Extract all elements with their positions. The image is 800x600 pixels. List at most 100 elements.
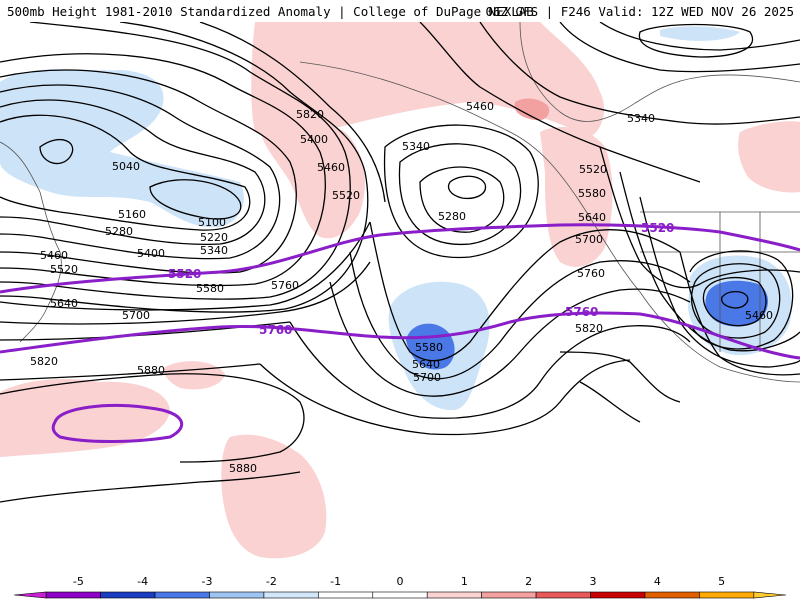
contour-coast-3 xyxy=(639,196,800,368)
contour-5340 xyxy=(0,53,326,287)
colorbar-tick-label: -2 xyxy=(266,575,277,588)
contour-label: 5760 xyxy=(271,279,299,292)
contour-label: 5520 xyxy=(50,263,78,276)
contour-label: 5880 xyxy=(229,462,257,475)
contour-polar-low xyxy=(638,23,753,58)
contour-label: 5040 xyxy=(112,160,140,173)
contour-5880 xyxy=(0,373,305,463)
highlight-contour-5760 xyxy=(0,311,800,360)
contour-label: 5820 xyxy=(575,322,603,335)
contour-label: 5700 xyxy=(413,371,441,384)
contour-5880-east xyxy=(579,381,641,423)
colorbar-tick-label: 3 xyxy=(590,575,597,588)
highlight-contour-label: 5760 xyxy=(259,323,292,337)
colorbar-segment xyxy=(590,591,646,599)
contour-label: 5340 xyxy=(627,112,655,125)
anomaly-core-sw-us xyxy=(705,280,768,327)
contour-label: 5640 xyxy=(578,211,606,224)
contour-trough-2 xyxy=(349,251,691,380)
colorbar-segment xyxy=(154,591,210,599)
colorbar-segment xyxy=(535,591,591,599)
anomaly-region-nw-pacific xyxy=(0,69,244,228)
negative-anomaly-shading xyxy=(0,26,792,411)
contour-low-central-inner xyxy=(447,175,487,200)
contour-ridge-north-2 xyxy=(479,22,800,125)
contour-5160 xyxy=(0,99,266,245)
anomaly-region-south-pacific xyxy=(221,434,327,559)
colorbar-segment xyxy=(209,591,265,599)
colorbar-segment xyxy=(263,591,319,599)
contour-sw-low-3 xyxy=(689,250,794,350)
contour-label-layer: 5040 5100 5160 5220 5280 5340 5400 5460 … xyxy=(30,100,773,475)
contour-label: 5160 xyxy=(118,208,146,221)
colorbar-tick-label: 0 xyxy=(397,575,404,588)
colorbar-tick-label: 1 xyxy=(461,575,468,588)
contour-trough-3 xyxy=(329,281,691,397)
contour-label: 5760 xyxy=(577,267,605,280)
anomaly-core-alaska xyxy=(514,98,550,121)
contour-trough-1 xyxy=(369,221,681,362)
contour-ridge-north-4 xyxy=(599,22,800,51)
contour-label: 5280 xyxy=(105,225,133,238)
contour-ridge-north xyxy=(419,22,701,183)
model-run-info: 06Z GFS | F246 Valid: 12Z WED NOV 26 202… xyxy=(485,4,794,19)
colorbar-segment xyxy=(318,591,374,599)
contour-5820 xyxy=(0,363,261,381)
contour-sw-low xyxy=(702,276,767,327)
contour-5460 xyxy=(0,22,369,313)
colorbar-ticks: -5 -4 -3 -2 -1 0 1 2 3 4 5 xyxy=(73,575,725,588)
colorbar-segment xyxy=(426,591,482,599)
contour-coast-4 xyxy=(679,251,800,376)
contour-5820-east xyxy=(559,351,681,403)
contour-label: 5640 xyxy=(412,358,440,371)
contour-label: 5220 xyxy=(200,231,228,244)
contour-label: 5520 xyxy=(332,189,360,202)
contour-low-central-3 xyxy=(383,124,539,259)
contour-5580 xyxy=(0,221,371,311)
map-title: 500mb Height 1981-2010 Standardized Anom… xyxy=(7,4,534,19)
contour-label: 5280 xyxy=(438,210,466,223)
colorbar-segment xyxy=(45,591,101,599)
colorbar-segment xyxy=(644,591,700,599)
contour-coast-2 xyxy=(619,171,800,352)
anomaly-region-east xyxy=(738,121,800,193)
anomaly-region-kamchatka xyxy=(259,117,365,239)
contour-label: 5460 xyxy=(317,161,345,174)
contour-label: 5520 xyxy=(579,163,607,176)
map-header: 500mb Height 1981-2010 Standardized Anom… xyxy=(0,0,800,22)
colorbar-segment xyxy=(372,591,428,599)
contour-5400 xyxy=(0,22,351,300)
highlight-contour-5760-closed xyxy=(51,404,183,444)
contour-trough-5 xyxy=(259,359,631,436)
highlight-contour-label: 5520 xyxy=(168,267,201,281)
anomaly-region-western-pacific xyxy=(0,379,170,457)
anomaly-colorbar: -5 -4 -3 -2 -1 0 1 2 3 4 5 xyxy=(13,575,787,599)
contour-label: 5580 xyxy=(415,341,443,354)
contour-sw-low-inner xyxy=(720,290,749,309)
colorbar-tick-label: 5 xyxy=(718,575,725,588)
contour-label: 5340 xyxy=(402,140,430,153)
colorbar-segments xyxy=(13,591,787,599)
contour-label: 5580 xyxy=(578,187,606,200)
contour-5100 xyxy=(0,114,251,231)
highlight-contours xyxy=(0,223,800,444)
highlight-contour-5520 xyxy=(0,223,800,294)
contour-label: 5700 xyxy=(575,233,603,246)
contour-5220 xyxy=(0,84,281,260)
contour-label: 5100 xyxy=(198,216,226,229)
highlight-contour-label: 5520 xyxy=(641,221,674,235)
contour-5880-b xyxy=(0,471,301,503)
contour-low-central-2 xyxy=(398,143,522,246)
contour-5520-a xyxy=(199,22,386,203)
contour-5700 xyxy=(0,321,291,341)
colorbar-tick-label: -4 xyxy=(137,575,148,588)
contour-label: 5820 xyxy=(296,108,324,121)
contour-low-central xyxy=(419,166,505,233)
contour-5640 xyxy=(0,261,371,325)
height-anomaly-map: 5040 5100 5160 5220 5280 5340 5400 5460 … xyxy=(0,22,800,559)
colorbar-right-arrow xyxy=(753,591,787,599)
contour-5040-b xyxy=(149,179,242,220)
contour-label: 5460 xyxy=(745,309,773,322)
contour-label: 5820 xyxy=(30,355,58,368)
contour-label: 5400 xyxy=(137,247,165,260)
